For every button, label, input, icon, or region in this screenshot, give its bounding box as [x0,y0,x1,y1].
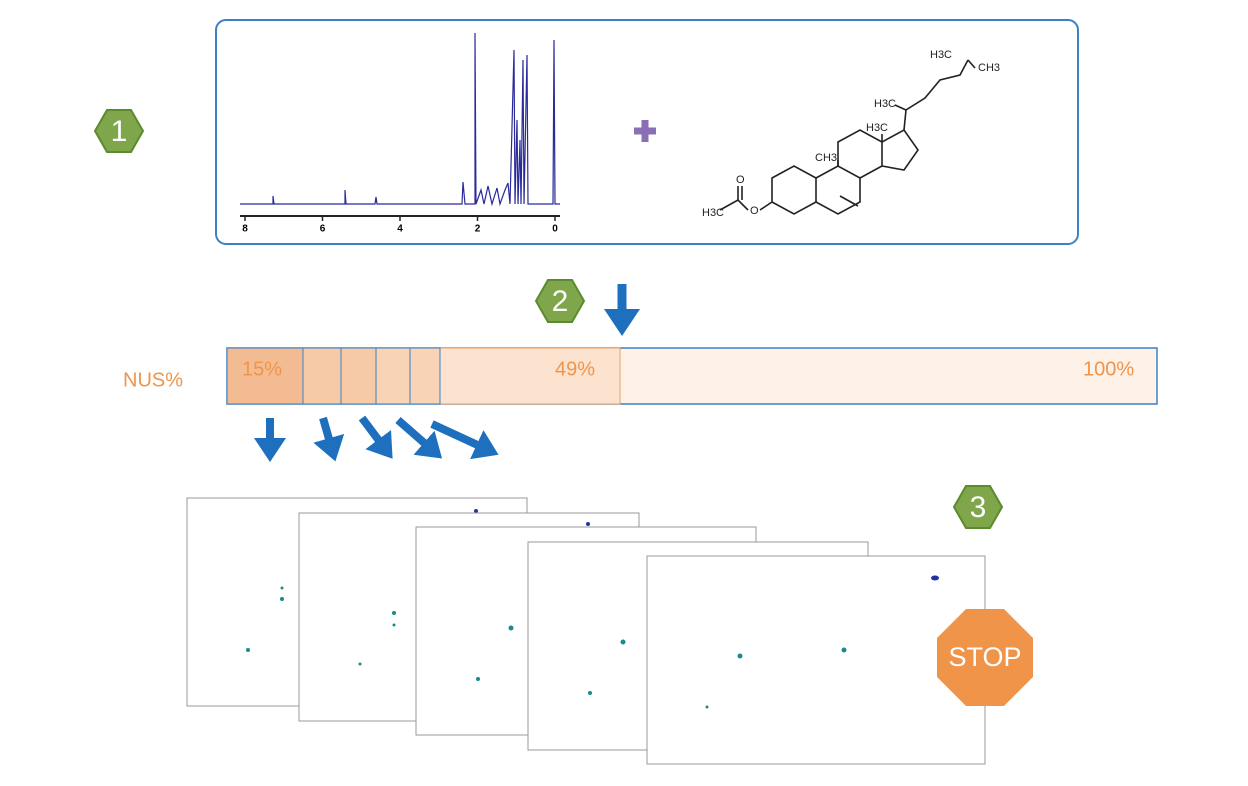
spectrum: 8 6 4 2 0 [240,32,560,235]
atom-label: O [736,174,745,186]
step-badge [93,109,145,153]
atom-label: H3C [930,49,952,61]
spectrum-trace [240,32,560,207]
arrows [254,415,499,462]
step-badge [534,279,586,323]
step-number: 3 [970,491,987,524]
molecule: H3C CH3 H3C H3C CH3 O H3C O [702,49,1000,219]
stop-sign [937,609,1033,706]
step-number: 1 [111,115,128,148]
atom-label: O [750,205,759,217]
spectra-stack [186,497,986,765]
step-number: 2 [552,285,569,318]
axis-label: 4 [397,224,403,235]
plus-sign [634,120,656,142]
bar-label: NUS% [123,369,183,391]
axis-label: 2 [475,224,481,235]
axis-label: 0 [552,224,558,235]
nus-segment [226,347,304,405]
atom-label: CH3 [815,152,837,164]
bar-value: 15% [242,358,282,380]
atom-label: CH3 [978,62,1000,74]
axis-label: 8 [242,224,248,235]
stop-label: STOP [948,642,1021,672]
bar-value: 100% [1083,358,1134,380]
step-badge [952,485,1004,529]
axis-label: 6 [320,224,326,235]
bar-value: 49% [555,358,595,380]
atom-label: H3C [702,207,724,219]
atom-label: H3C [874,98,896,110]
atom-label: H3C [866,122,888,134]
